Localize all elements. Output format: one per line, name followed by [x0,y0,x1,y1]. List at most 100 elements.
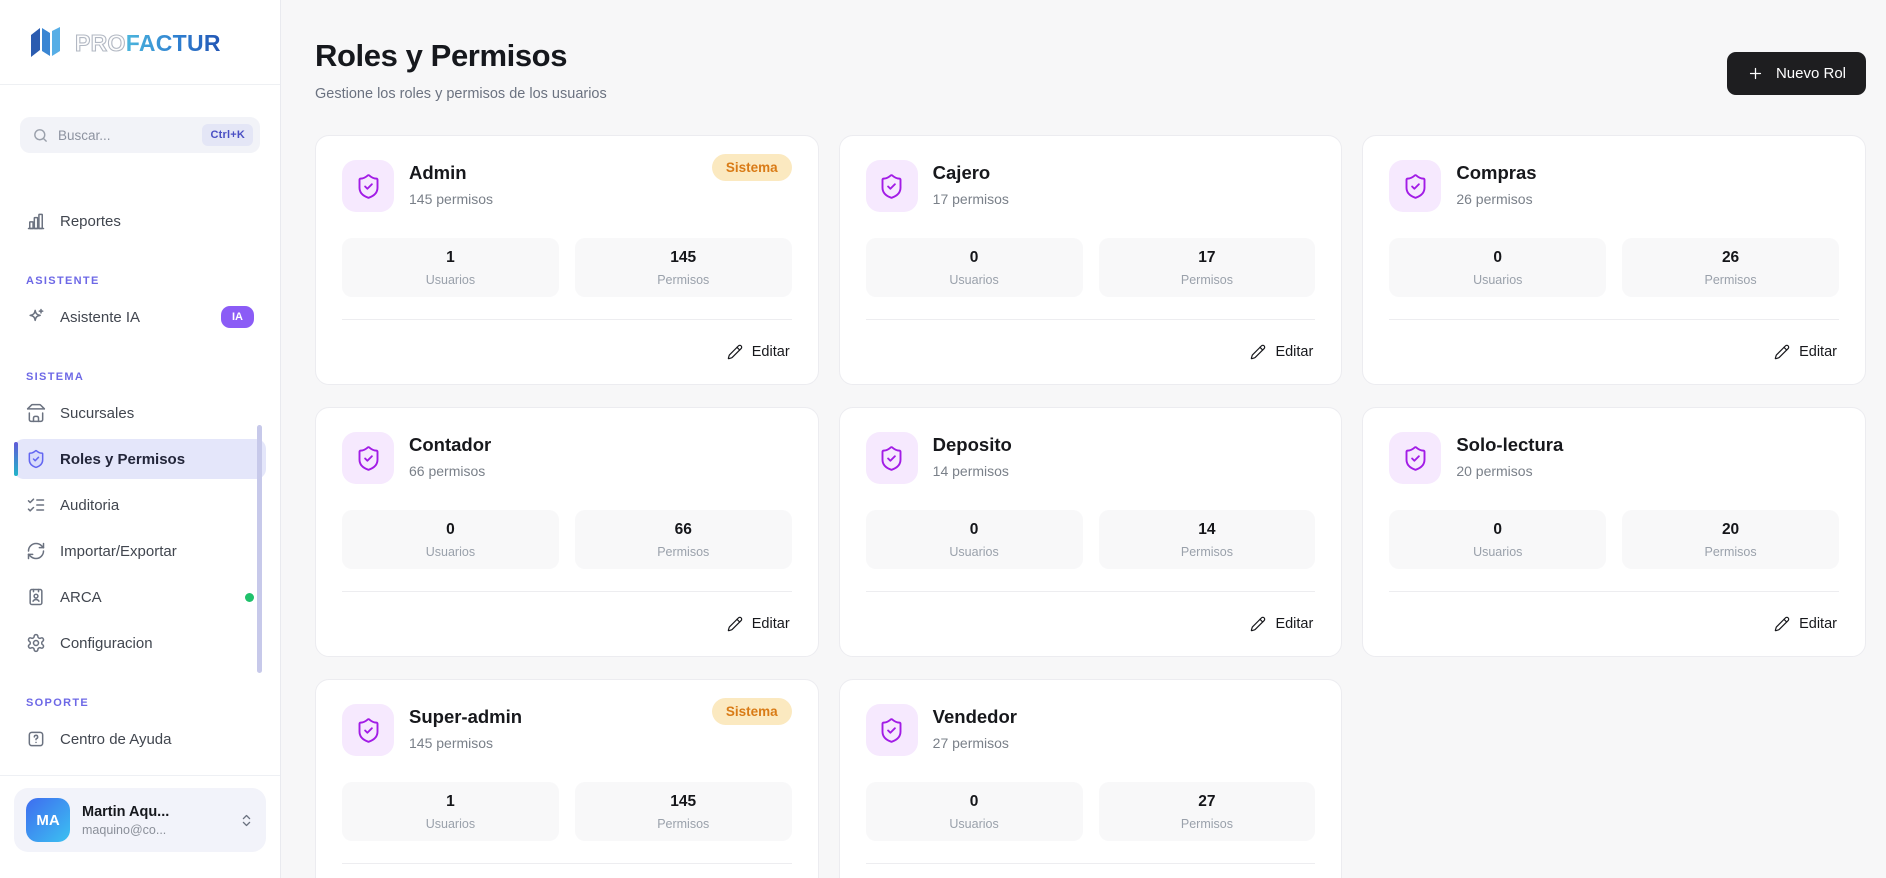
edit-role-button[interactable]: Editar [1248,612,1315,636]
search-icon [34,128,47,142]
stat-usuarios: 0 Usuarios [1389,238,1607,297]
sidebar-item-label: Roles y Permisos [60,450,186,468]
role-card-actions: Editar [342,598,792,636]
new-role-button[interactable]: Nuevo Rol [1726,52,1866,95]
sidebar-item-label: Configuracion [60,634,153,652]
edit-role-button-label: Editar [751,344,790,360]
brand-name: PROFACTUR [74,29,221,56]
sparkles-icon [29,308,44,322]
role-permission-count: 26 permisos [1456,191,1533,207]
role-card: Admin 145 permisos Sistema 1 Usuarios 14… [315,135,819,385]
sidebar-item-configuracion[interactable]: Configuracion [14,623,266,663]
search-input[interactable] [58,127,194,143]
stat-usuarios: 0 Usuarios [342,510,559,569]
shield-check-icon [358,173,378,199]
sidebar-item-auditoria[interactable]: Auditoria [14,485,266,525]
stat-permisos-value: 66 [674,521,692,538]
edit-role-button-label: Editar [1799,344,1837,360]
sidebar-footer: MA Martin Aqu... maquino@co... [0,775,280,878]
edit-role-button[interactable]: Editar [1248,340,1315,364]
user-email: maquino@co... [82,822,167,837]
role-stats: 0 Usuarios 14 Permisos [865,510,1316,569]
store-icon [26,403,46,423]
pencil-icon [727,344,742,360]
bar-chart-icon [27,213,45,230]
stat-usuarios: 1 Usuarios [342,782,559,841]
page-subtitle: Gestione los roles y permisos de los usu… [315,86,607,102]
role-shield-tile [1389,432,1442,484]
role-stats: 0 Usuarios 66 Permisos [342,510,792,569]
role-card-head: Vendedor 27 permisos [865,704,1316,756]
shield-check-icon [358,717,378,743]
edit-role-button[interactable]: Editar [1772,612,1839,636]
shield-check-icon [881,717,902,743]
role-card-head: Contador 66 permisos [342,432,792,484]
role-permission-count: 145 permisos [409,191,494,207]
stat-permisos-value: 14 [1198,521,1216,538]
card-divider [342,319,792,320]
new-role-button-label: Nuevo Rol [1775,65,1846,82]
stat-usuarios-value: 0 [969,521,979,538]
user-menu-trigger[interactable]: MA Martin Aqu... maquino@co... [14,788,266,852]
role-permission-count: 27 permisos [932,735,1009,751]
role-titles: Contador 66 permisos [409,432,491,484]
id-card-icon [29,588,43,606]
role-card: Cajero 17 permisos 0 Usuarios 17 Permiso… [838,135,1343,385]
shield-check-icon [1405,173,1426,199]
sidebar-item-asistente-ia[interactable]: Asistente IA IA [14,297,266,337]
role-shield-tile [865,704,918,756]
shield-check-icon [1405,445,1426,471]
help-icon [28,731,44,747]
sidebar-item-label: Centro de Ayuda [60,730,172,748]
search-box[interactable]: Ctrl+K [20,117,260,153]
sidebar-item-importar-exportar[interactable]: Importar/Exportar [14,531,266,571]
role-card-head: Compras 26 permisos [1389,160,1839,212]
role-permission-count: 14 permisos [932,463,1009,479]
stat-usuarios-label: Usuarios [425,545,476,559]
role-shield-tile [865,160,918,212]
sidebar-item-label: Auditoria [60,496,120,514]
role-permission-count: 17 permisos [932,191,1009,207]
role-card-actions: Editar [866,326,1316,364]
stat-permisos-value: 17 [1198,249,1216,266]
card-divider [342,591,792,592]
sidebar-item-sucursales[interactable]: Sucursales [14,393,266,433]
stat-usuarios-value: 1 [446,793,455,810]
pencil-icon [727,616,742,632]
sidebar-scrollbar-thumb[interactable] [257,425,262,673]
pencil-icon [1774,616,1790,632]
stat-permisos: 145 Permisos [574,238,792,297]
page-header: Roles y Permisos Gestione los roles y pe… [315,38,1866,102]
stat-usuarios: 1 Usuarios [342,238,559,297]
stat-permisos: 14 Permisos [1098,510,1316,569]
system-badge: Sistema [711,698,792,725]
stat-usuarios-value: 0 [1493,521,1503,538]
gear-icon [27,633,45,653]
sidebar-item-label: Importar/Exportar [60,542,177,560]
list-checks-icon [27,498,45,512]
role-name: Admin [409,162,467,183]
plus-icon [1749,67,1762,80]
edit-role-button[interactable]: Editar [1772,340,1839,364]
stat-permisos-value: 145 [670,249,697,266]
card-divider [1389,319,1839,320]
stat-permisos-label: Permisos [1704,273,1757,287]
role-name: Super-admin [409,706,523,727]
shield-check-icon [28,449,44,469]
stat-permisos-value: 26 [1721,249,1740,266]
sidebar-item-arca[interactable]: ARCA [14,577,266,617]
edit-role-button-label: Editar [751,616,790,632]
edit-role-button[interactable]: Editar [725,340,792,364]
edit-role-button[interactable]: Editar [725,612,792,636]
stat-usuarios-label: Usuarios [1473,273,1523,287]
card-divider [865,591,1316,592]
shield-check-icon [358,445,378,471]
role-titles: Vendedor 27 permisos [933,704,1017,756]
sidebar-item-reportes[interactable]: Reportes [14,201,266,241]
role-shield-tile [342,160,394,212]
card-divider [865,863,1316,864]
role-shield-tile [1389,160,1442,212]
sidebar-item-roles-y-permisos[interactable]: Roles y Permisos [14,439,266,479]
sidebar-item-centro-de-ayuda[interactable]: Centro de Ayuda [14,719,266,759]
card-divider [865,319,1316,320]
